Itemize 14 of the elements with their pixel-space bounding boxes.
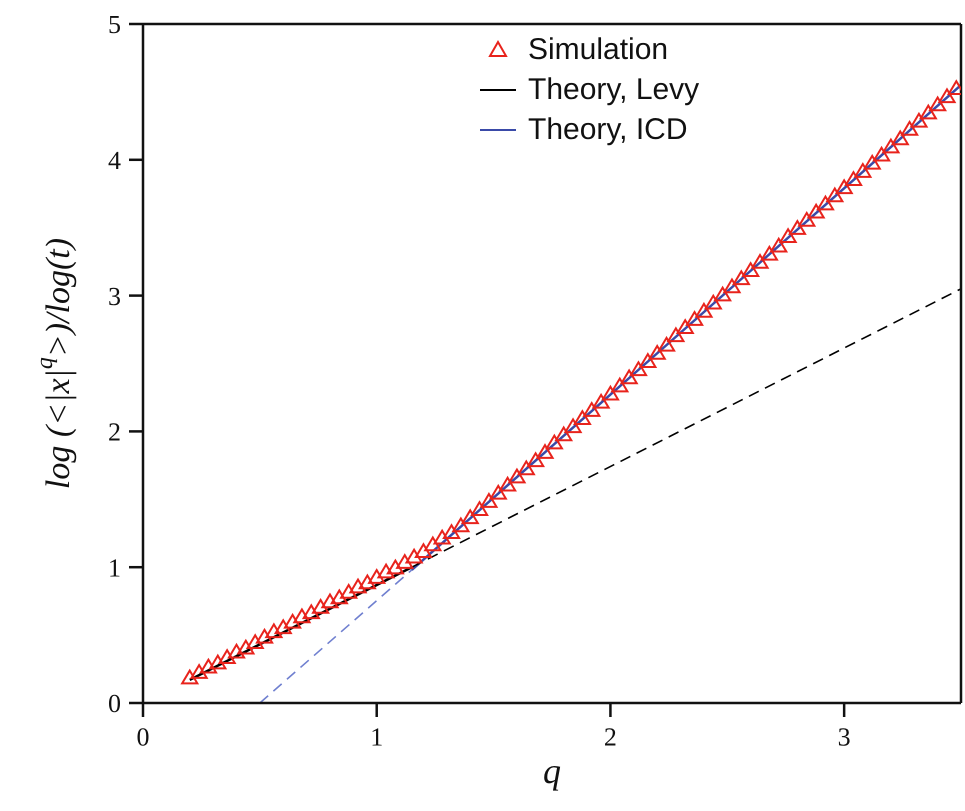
legend-label: Theory, ICD <box>528 112 688 148</box>
legend-label: Simulation <box>528 32 668 68</box>
x-tick-label: 3 <box>838 722 851 752</box>
y-tick-label: 2 <box>108 418 121 447</box>
x-axis-title: q <box>543 751 561 791</box>
y-tick-label: 0 <box>108 689 121 718</box>
y-tick-label: 5 <box>108 10 121 40</box>
x-tick-label: 2 <box>604 722 617 752</box>
x-tick-label: 0 <box>136 722 150 752</box>
y-tick-label: 4 <box>108 146 121 176</box>
y-tick-label: 1 <box>108 553 121 582</box>
x-tick-label: 1 <box>370 722 384 752</box>
y-tick-label: 3 <box>108 282 121 311</box>
legend-label: Theory, Levy <box>528 72 700 108</box>
